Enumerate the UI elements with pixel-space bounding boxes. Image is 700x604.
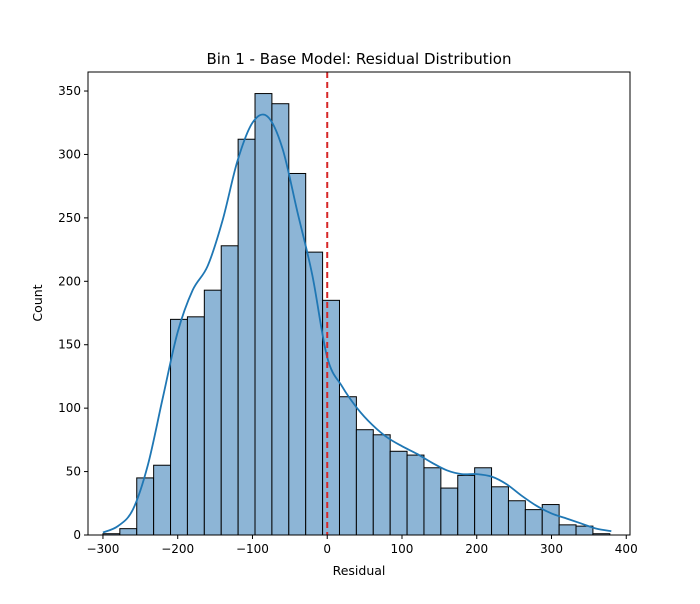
histogram-bar [474, 467, 493, 536]
chart-title: Bin 1 - Base Model: Residual Distributio… [206, 50, 511, 68]
histogram-bar [322, 299, 340, 536]
y-tick-label: 150 [58, 338, 81, 352]
bars-layer [102, 93, 611, 536]
x-axis-ticks: −300 −200 −100 0 100 200 300 400 [86, 535, 638, 556]
histogram-bar [338, 396, 357, 536]
plot-frame [87, 71, 631, 536]
histogram-bar [237, 138, 256, 536]
y-axis-ticks: 0 50 100 150 200 250 300 350 [58, 84, 88, 542]
x-tick-label: 400 [615, 542, 638, 556]
y-tick-label: 50 [66, 465, 81, 479]
histogram-bar [136, 477, 155, 536]
x-axis-label: Residual [333, 563, 386, 578]
histogram-bar [541, 504, 560, 536]
histogram-bar [558, 524, 577, 536]
histogram-bar [153, 464, 172, 536]
y-tick-label: 100 [58, 401, 81, 415]
histogram-bar [507, 500, 526, 536]
x-tick-label: 200 [465, 542, 488, 556]
histogram-bar [440, 487, 459, 536]
histogram-bar [457, 474, 476, 536]
histogram-bar [220, 245, 239, 536]
y-tick-label: 300 [58, 147, 81, 161]
histogram-bar [491, 486, 509, 536]
y-tick-label: 250 [58, 211, 81, 225]
histogram-bar [355, 429, 374, 536]
histogram-bar [119, 528, 138, 536]
histogram-bar [389, 450, 408, 536]
x-tick-label: −100 [236, 542, 269, 556]
x-tick-label: −300 [86, 542, 119, 556]
histogram-bar [203, 289, 222, 536]
x-tick-label: −200 [161, 542, 194, 556]
histogram-bar [254, 93, 273, 536]
histogram-bar [372, 434, 391, 536]
y-tick-label: 350 [58, 84, 81, 98]
histogram-bar [406, 454, 425, 536]
histogram-bar [423, 467, 442, 536]
y-tick-label: 200 [58, 274, 81, 288]
x-tick-label: 0 [323, 542, 331, 556]
histogram-bar [288, 172, 307, 536]
kde-curve [102, 113, 612, 534]
x-tick-label: 100 [391, 542, 414, 556]
histogram-bar [524, 509, 543, 536]
y-axis-label: Count [30, 284, 45, 321]
histogram-bar [305, 251, 324, 536]
kde-layer [102, 113, 612, 534]
y-tick-label: 0 [73, 528, 81, 542]
histogram-bar [271, 103, 290, 536]
x-tick-label: 300 [540, 542, 563, 556]
histogram-bar [186, 316, 205, 536]
